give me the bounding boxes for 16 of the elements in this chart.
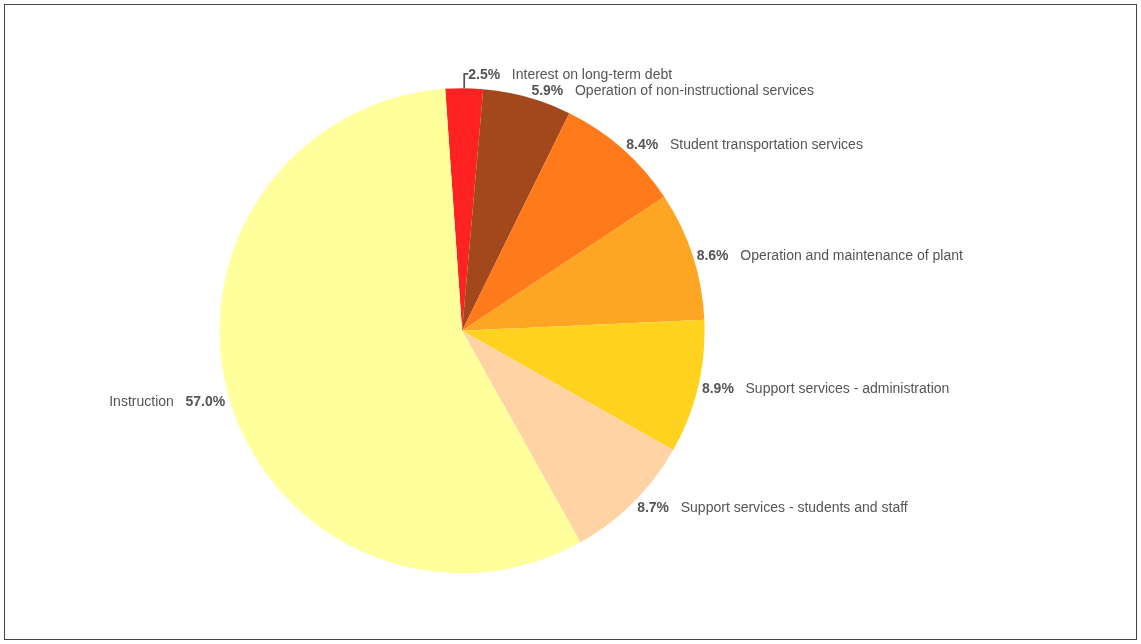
data-label: 2.5%	[468, 65, 501, 82]
data-label: 8.4%	[626, 136, 659, 153]
pie-slice	[462, 113, 665, 331]
data-label: 8.9%	[701, 379, 735, 396]
slice-label: Operation of non-instructional services	[574, 81, 814, 98]
slice-label: Support services - students and staff	[680, 498, 908, 515]
data-label: 8.7%	[637, 498, 670, 515]
slice-label: Student transportation services	[669, 136, 863, 153]
slice-label: Operation and maintenance of plant	[740, 246, 963, 263]
slice-label: Instruction	[109, 392, 174, 409]
data-label: 8.6%	[696, 246, 730, 263]
slice-label: Support services - administration	[745, 379, 950, 396]
data-label: 5.9%	[531, 81, 564, 98]
pie-slice	[462, 330, 674, 543]
data-label: 57.0%	[185, 392, 226, 409]
slice-label: Interest on long-term debt	[511, 65, 673, 82]
